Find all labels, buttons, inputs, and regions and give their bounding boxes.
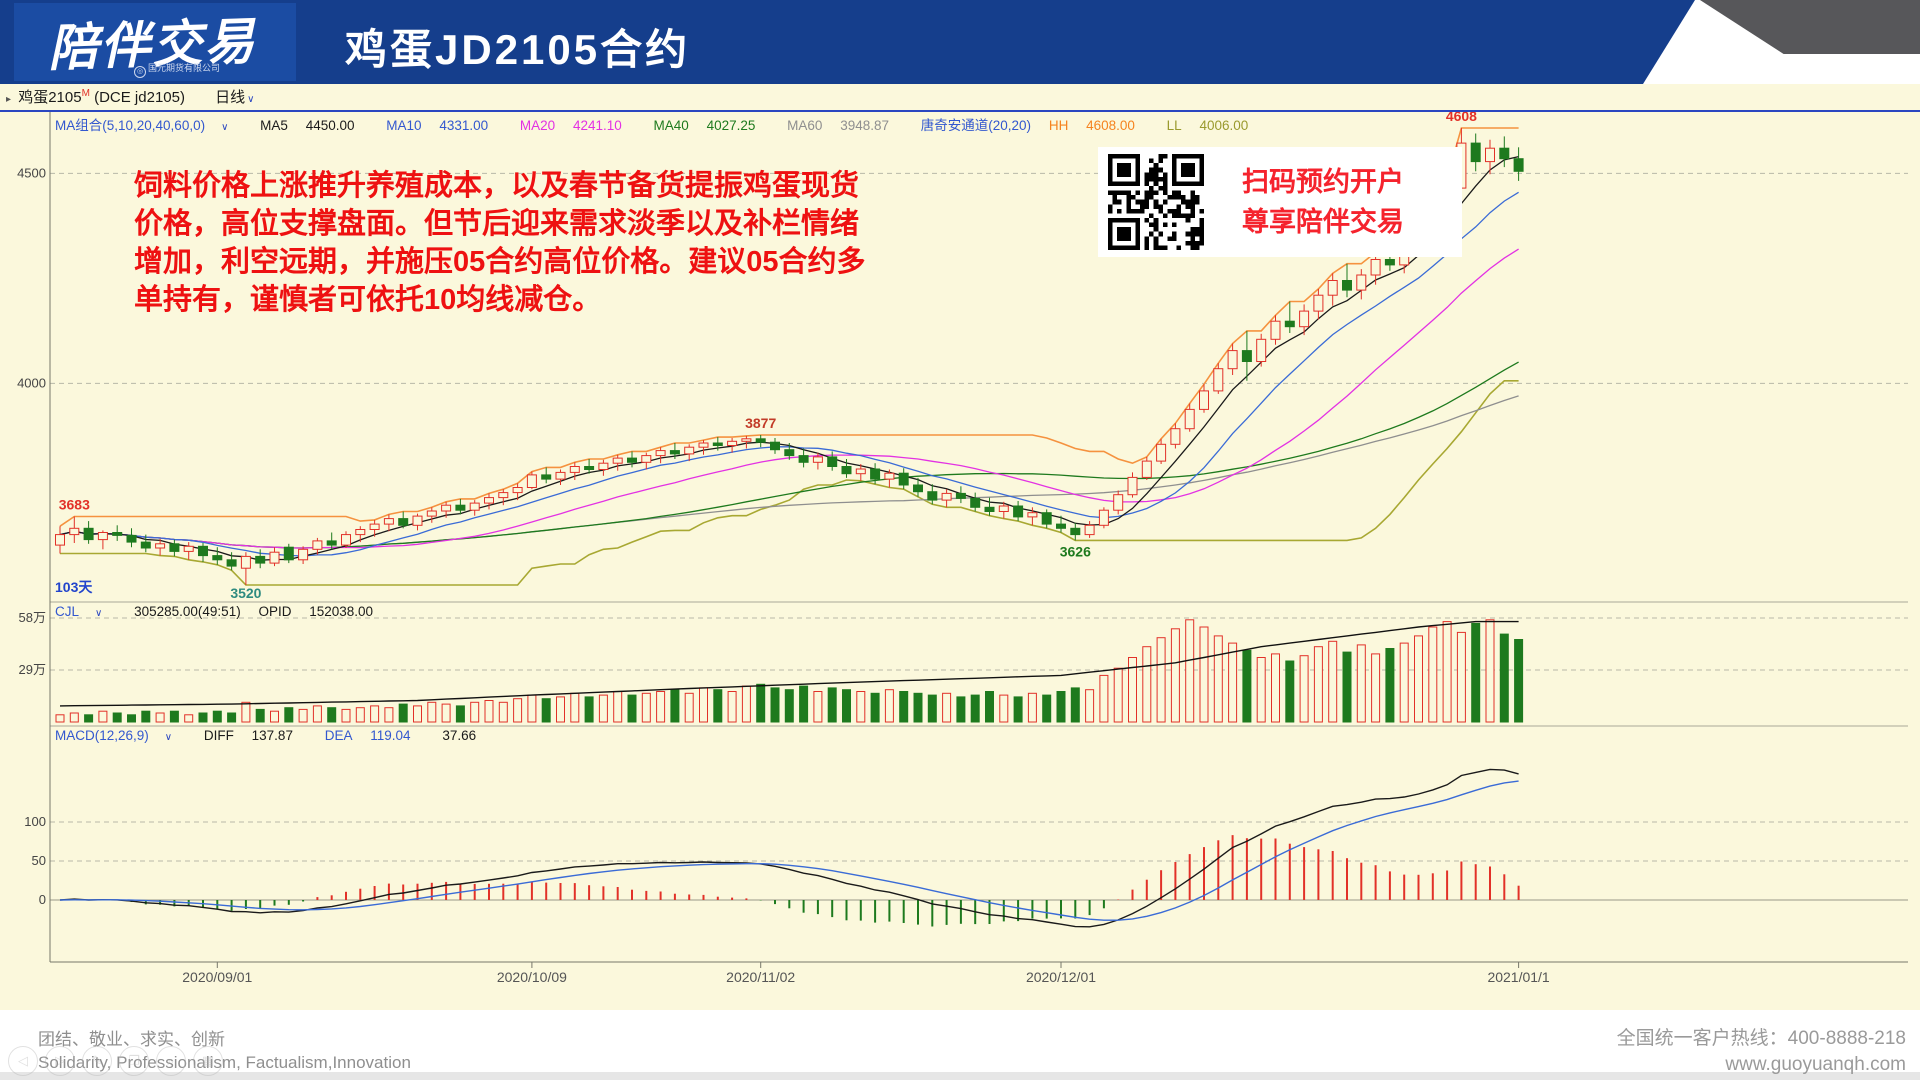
- svg-text:4608: 4608: [1446, 108, 1477, 124]
- volume-indicator-row: CJL ∨ 305285.00(49:51) OPID 152038.00: [55, 604, 401, 619]
- page-title: 鸡蛋JD2105合约: [345, 26, 691, 73]
- svg-text:4000: 4000: [17, 375, 46, 390]
- chevron-down-icon: ∨: [95, 608, 103, 619]
- brand-emblem-icon: ◎: [134, 66, 146, 78]
- chevron-down-icon: ∨: [221, 122, 229, 133]
- svg-text:2020/09/01: 2020/09/01: [182, 969, 252, 985]
- forward-icon[interactable]: ▷: [45, 1046, 75, 1076]
- macd-indicator-dropdown[interactable]: MACD(12,26,9) ∨: [55, 728, 173, 743]
- diff-readout: DIFF 137.87: [203, 728, 293, 743]
- slide-controls: ◁ ▷ ✎ ❐ ⌕ ▦: [8, 1046, 223, 1076]
- volume-readout: 305285.00(49:51): [134, 604, 241, 619]
- instrument-selector[interactable]: 鸡蛋2105M (DCE jd2105): [18, 88, 185, 106]
- svg-text:2021/01/1: 2021/01/1: [1487, 969, 1549, 985]
- ma-indicator-row: MA组合(5,10,20,40,60,0) ∨ MA5 4450.00 MA10 …: [55, 114, 1276, 134]
- svg-text:100: 100: [24, 814, 46, 829]
- svg-text:58万: 58万: [19, 610, 46, 625]
- ma5-readout: MA5 4450.00: [260, 118, 355, 133]
- ma20-readout: MA20 4241.10: [519, 118, 622, 133]
- svg-text:2020/10/09: 2020/10/09: [497, 969, 567, 985]
- chevron-down-icon: ∨: [164, 732, 173, 743]
- donchian-label: 唐奇安通道(20,20): [920, 118, 1032, 133]
- brand-logo: 陪伴交易 ◎ 国元期货有限公司: [14, 3, 296, 81]
- svg-text:3877: 3877: [745, 415, 776, 431]
- period-dropdown[interactable]: 日线 ∨: [215, 89, 255, 106]
- ma60-readout: MA60 3948.87: [787, 118, 890, 133]
- donchian-hh-readout: HH 4608.00: [1048, 118, 1135, 133]
- chart-toolbar: ▸ 鸡蛋2105M (DCE jd2105) 日线 ∨: [0, 86, 1920, 112]
- svg-text:2020/11/02: 2020/11/02: [726, 969, 795, 985]
- footer-strip: [0, 1072, 1920, 1080]
- svg-text:3520: 3520: [230, 585, 261, 601]
- chevron-down-icon: ∨: [247, 94, 255, 105]
- website: www.guoyuanqh.com: [1725, 1054, 1906, 1075]
- qr-panel: 扫码预约开户 尊享陪伴交易: [1098, 147, 1462, 257]
- qr-caption: 扫码预约开户 尊享陪伴交易: [1242, 167, 1404, 237]
- svg-text:103天: 103天: [55, 579, 93, 595]
- svg-text:2020/12/01: 2020/12/01: [1026, 969, 1096, 985]
- opid-readout: OPID 152038.00: [258, 604, 374, 619]
- main-contract-flag: M: [81, 88, 90, 99]
- macd-bar-readout: 37.66: [442, 728, 477, 743]
- footer-contact: 全国统一客户热线：400-8888-218 www.guoyuanqh.com: [1617, 1026, 1906, 1078]
- brand-logo-subtext: ◎ 国元期货有限公司: [134, 61, 220, 78]
- crumb-arrow-icon: ▸: [6, 94, 12, 105]
- ma40-readout: MA40 4027.25: [653, 118, 756, 133]
- svg-text:3626: 3626: [1060, 543, 1091, 559]
- footer: 团结、敬业、求实、创新 Solidarity, Professionalism,…: [0, 1010, 1920, 1080]
- svg-text:29万: 29万: [19, 662, 46, 677]
- svg-text:0: 0: [39, 892, 46, 907]
- svg-text:3683: 3683: [59, 497, 90, 513]
- ma-settings-dropdown[interactable]: MA组合(5,10,20,40,60,0) ∨: [55, 118, 229, 133]
- dea-readout: DEA 119.04: [324, 728, 411, 743]
- analysis-note: 饲料价格上涨推升养殖成本，以及春节备货提振鸡蛋现货 价格，高位支撑盘面。但节后迎…: [134, 170, 866, 316]
- hotline: 全国统一客户热线：400-8888-218: [1616, 1028, 1906, 1049]
- pen-icon[interactable]: ✎: [82, 1046, 112, 1076]
- search-icon[interactable]: ⌕: [156, 1046, 186, 1076]
- qr-code: [1108, 154, 1204, 250]
- macd-indicator-row: MACD(12,26,9) ∨ DIFF 137.87 DEA 119.04 37…: [55, 728, 490, 743]
- ma10-readout: MA10 4331.00: [386, 118, 489, 133]
- grid-icon[interactable]: ▦: [193, 1046, 223, 1076]
- svg-text:4500: 4500: [17, 165, 46, 180]
- copy-icon[interactable]: ❐: [119, 1046, 149, 1076]
- back-icon[interactable]: ◁: [8, 1046, 38, 1076]
- donchian-ll-readout: LL 4006.00: [1166, 118, 1249, 133]
- volume-indicator-dropdown[interactable]: CJL ∨: [55, 604, 103, 619]
- svg-text:50: 50: [32, 853, 46, 868]
